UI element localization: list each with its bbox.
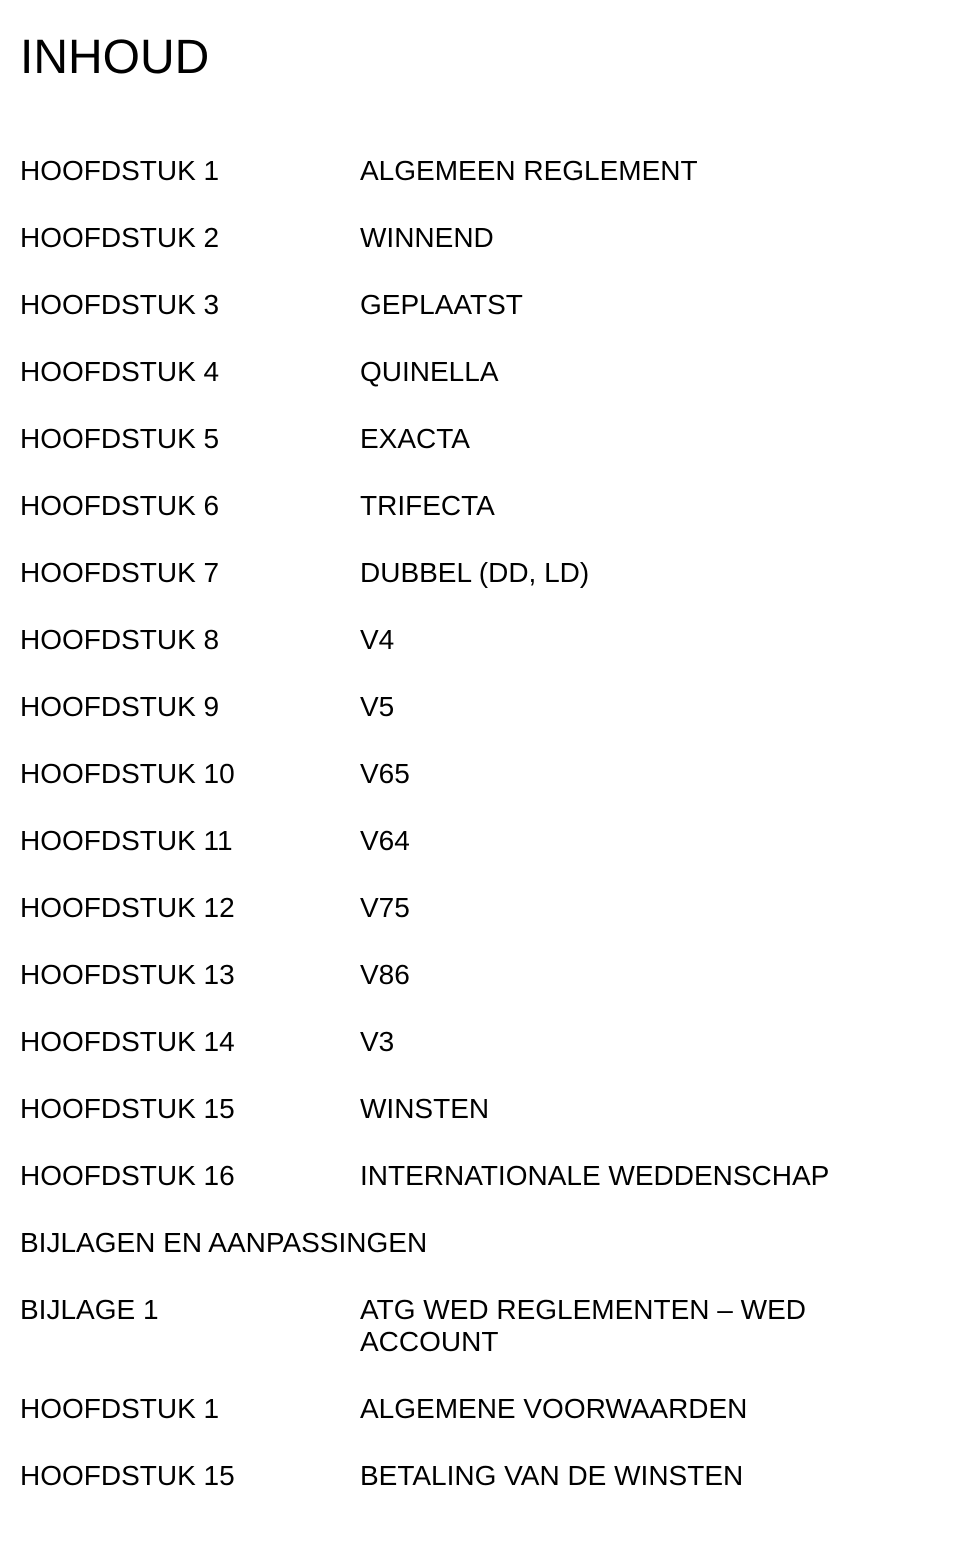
toc-row: HOOFDSTUK 12 V75 xyxy=(20,892,940,924)
toc-label: HOOFDSTUK 10 xyxy=(20,758,360,790)
toc-row: HOOFDSTUK 1 ALGEMEEN REGLEMENT xyxy=(20,155,940,187)
toc-value: GEPLAATST xyxy=(360,289,523,321)
toc-label: HOOFDSTUK 13 xyxy=(20,959,360,991)
toc-value: QUINELLA xyxy=(360,356,499,388)
toc-row: HOOFDSTUK 15 WINSTEN xyxy=(20,1093,940,1125)
toc-label: BIJLAGE 1 xyxy=(20,1294,360,1358)
toc-label: HOOFDSTUK 12 xyxy=(20,892,360,924)
toc-value: ALGEMENE VOORWAARDEN xyxy=(360,1393,747,1425)
toc-value: WINNEND xyxy=(360,222,494,254)
toc-value: V3 xyxy=(360,1026,394,1058)
toc-label: HOOFDSTUK 7 xyxy=(20,557,360,589)
toc-value: ALGEMEEN REGLEMENT xyxy=(360,155,698,187)
toc-row: HOOFDSTUK 10 V65 xyxy=(20,758,940,790)
toc-label: HOOFDSTUK 6 xyxy=(20,490,360,522)
toc-label: HOOFDSTUK 9 xyxy=(20,691,360,723)
toc-label: HOOFDSTUK 1 xyxy=(20,155,360,187)
toc-row: BIJLAGE 1 ATG WED REGLEMENTEN – WED ACCO… xyxy=(20,1294,940,1358)
toc-value: EXACTA xyxy=(360,423,470,455)
toc-row: HOOFDSTUK 8 V4 xyxy=(20,624,940,656)
toc-value: V5 xyxy=(360,691,394,723)
toc-row: HOOFDSTUK 9 V5 xyxy=(20,691,940,723)
toc-value: TRIFECTA xyxy=(360,490,495,522)
toc-row: HOOFDSTUK 7 DUBBEL (DD, LD) xyxy=(20,557,940,589)
toc-row: HOOFDSTUK 4 QUINELLA xyxy=(20,356,940,388)
toc-value: V64 xyxy=(360,825,410,857)
toc-label: HOOFDSTUK 3 xyxy=(20,289,360,321)
toc-value: V86 xyxy=(360,959,410,991)
toc-label: HOOFDSTUK 15 xyxy=(20,1093,360,1125)
section-heading: BIJLAGEN EN AANPASSINGEN xyxy=(20,1227,940,1259)
toc-row: HOOFDSTUK 1 ALGEMENE VOORWAARDEN xyxy=(20,1393,940,1425)
toc-row: HOOFDSTUK 13 V86 xyxy=(20,959,940,991)
toc-appendix: BIJLAGE 1 ATG WED REGLEMENTEN – WED ACCO… xyxy=(20,1294,940,1492)
toc-row: HOOFDSTUK 14 V3 xyxy=(20,1026,940,1058)
toc-row: HOOFDSTUK 16 INTERNATIONALE WEDDENSCHAP xyxy=(20,1160,940,1192)
toc-value: BETALING VAN DE WINSTEN xyxy=(360,1460,743,1492)
toc-row: HOOFDSTUK 3 GEPLAATST xyxy=(20,289,940,321)
toc-row: HOOFDSTUK 11 V64 xyxy=(20,825,940,857)
toc-label: HOOFDSTUK 8 xyxy=(20,624,360,656)
toc-value: ATG WED REGLEMENTEN – WED ACCOUNT xyxy=(360,1294,940,1358)
toc-value: WINSTEN xyxy=(360,1093,489,1125)
toc-main: HOOFDSTUK 1 ALGEMEEN REGLEMENT HOOFDSTUK… xyxy=(20,155,940,1192)
toc-value: V4 xyxy=(360,624,394,656)
toc-label: HOOFDSTUK 5 xyxy=(20,423,360,455)
toc-label: HOOFDSTUK 4 xyxy=(20,356,360,388)
toc-value: V75 xyxy=(360,892,410,924)
toc-row: HOOFDSTUK 6 TRIFECTA xyxy=(20,490,940,522)
toc-label: HOOFDSTUK 1 xyxy=(20,1393,360,1425)
toc-label: HOOFDSTUK 15 xyxy=(20,1460,360,1492)
toc-label: HOOFDSTUK 16 xyxy=(20,1160,360,1192)
page-title: INHOUD xyxy=(20,30,940,85)
toc-row: HOOFDSTUK 15 BETALING VAN DE WINSTEN xyxy=(20,1460,940,1492)
toc-value: INTERNATIONALE WEDDENSCHAP xyxy=(360,1160,829,1192)
toc-label: HOOFDSTUK 11 xyxy=(20,825,360,857)
toc-value: DUBBEL (DD, LD) xyxy=(360,557,589,589)
toc-label: HOOFDSTUK 14 xyxy=(20,1026,360,1058)
toc-row: HOOFDSTUK 5 EXACTA xyxy=(20,423,940,455)
toc-label: HOOFDSTUK 2 xyxy=(20,222,360,254)
toc-row: HOOFDSTUK 2 WINNEND xyxy=(20,222,940,254)
toc-value: V65 xyxy=(360,758,410,790)
